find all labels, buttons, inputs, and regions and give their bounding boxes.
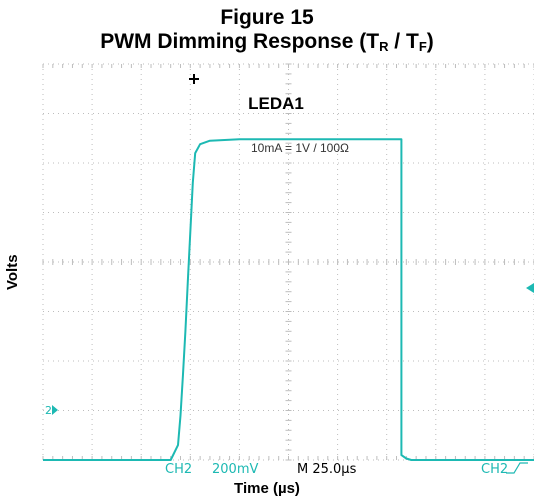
scale-annotation: 10mA = 1V / 100Ω (251, 141, 349, 155)
status-trigger-channel: CH2 (481, 462, 508, 477)
trigger-position-marker (189, 74, 199, 84)
series-line-0 (43, 138, 534, 461)
x-axis-label: Time (µs) (234, 480, 300, 497)
ground-marker-arrow (52, 405, 58, 415)
trigger-level-arrow (526, 283, 534, 293)
status-channel: CH2 (165, 462, 192, 477)
chart-title: PWM Dimming Response (TR / TF) (100, 30, 434, 54)
ground-marker-label: 2 (45, 404, 52, 417)
trace-layer (43, 138, 534, 461)
graticule (42, 63, 534, 461)
channel-label: LEDA1 (248, 94, 304, 113)
status-timebase: M 25.0µs (297, 462, 357, 477)
figure-number: Figure 15 (220, 6, 314, 29)
status-volts-per-div: 200mV (212, 462, 258, 477)
rising-edge-trigger-icon (506, 462, 528, 474)
